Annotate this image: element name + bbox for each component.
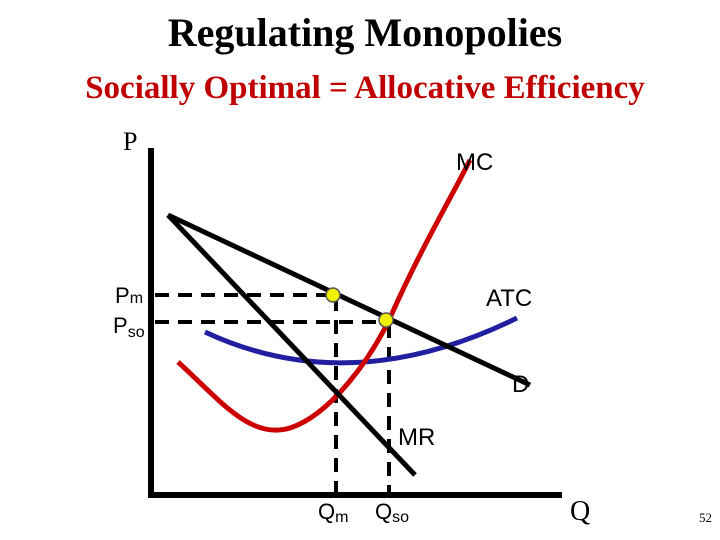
axes (148, 148, 562, 498)
main: Q (318, 499, 335, 524)
main: P (113, 313, 128, 338)
page-number: 52 (699, 510, 712, 525)
sub: so (392, 509, 409, 526)
price-label: Pm (115, 283, 143, 308)
main: P (115, 283, 130, 308)
subtitle: Socially Optimal = Allocative Efficiency (85, 70, 645, 106)
mc-curve (176, 158, 473, 433)
sub: so (128, 324, 145, 341)
main: Q (375, 499, 392, 524)
point (325, 287, 341, 303)
price-label: Pso (113, 313, 145, 341)
point (378, 312, 394, 328)
curve-label: MR (398, 424, 435, 451)
y-axis-label: P (123, 127, 137, 156)
title: Regulating Monopolies (168, 10, 562, 55)
mr-curve (166, 213, 417, 477)
x-axis-label: Q (570, 496, 590, 527)
quantity-label: Qm (318, 499, 348, 526)
curve-label: ATC (486, 285, 532, 312)
curve-label: MC (456, 149, 493, 176)
demand-curve (166, 212, 532, 388)
quantity-label: Qso (375, 499, 409, 526)
sub: m (335, 509, 348, 526)
atc-curve (203, 315, 519, 366)
sub: m (130, 290, 143, 307)
curve-label: D (512, 371, 529, 398)
